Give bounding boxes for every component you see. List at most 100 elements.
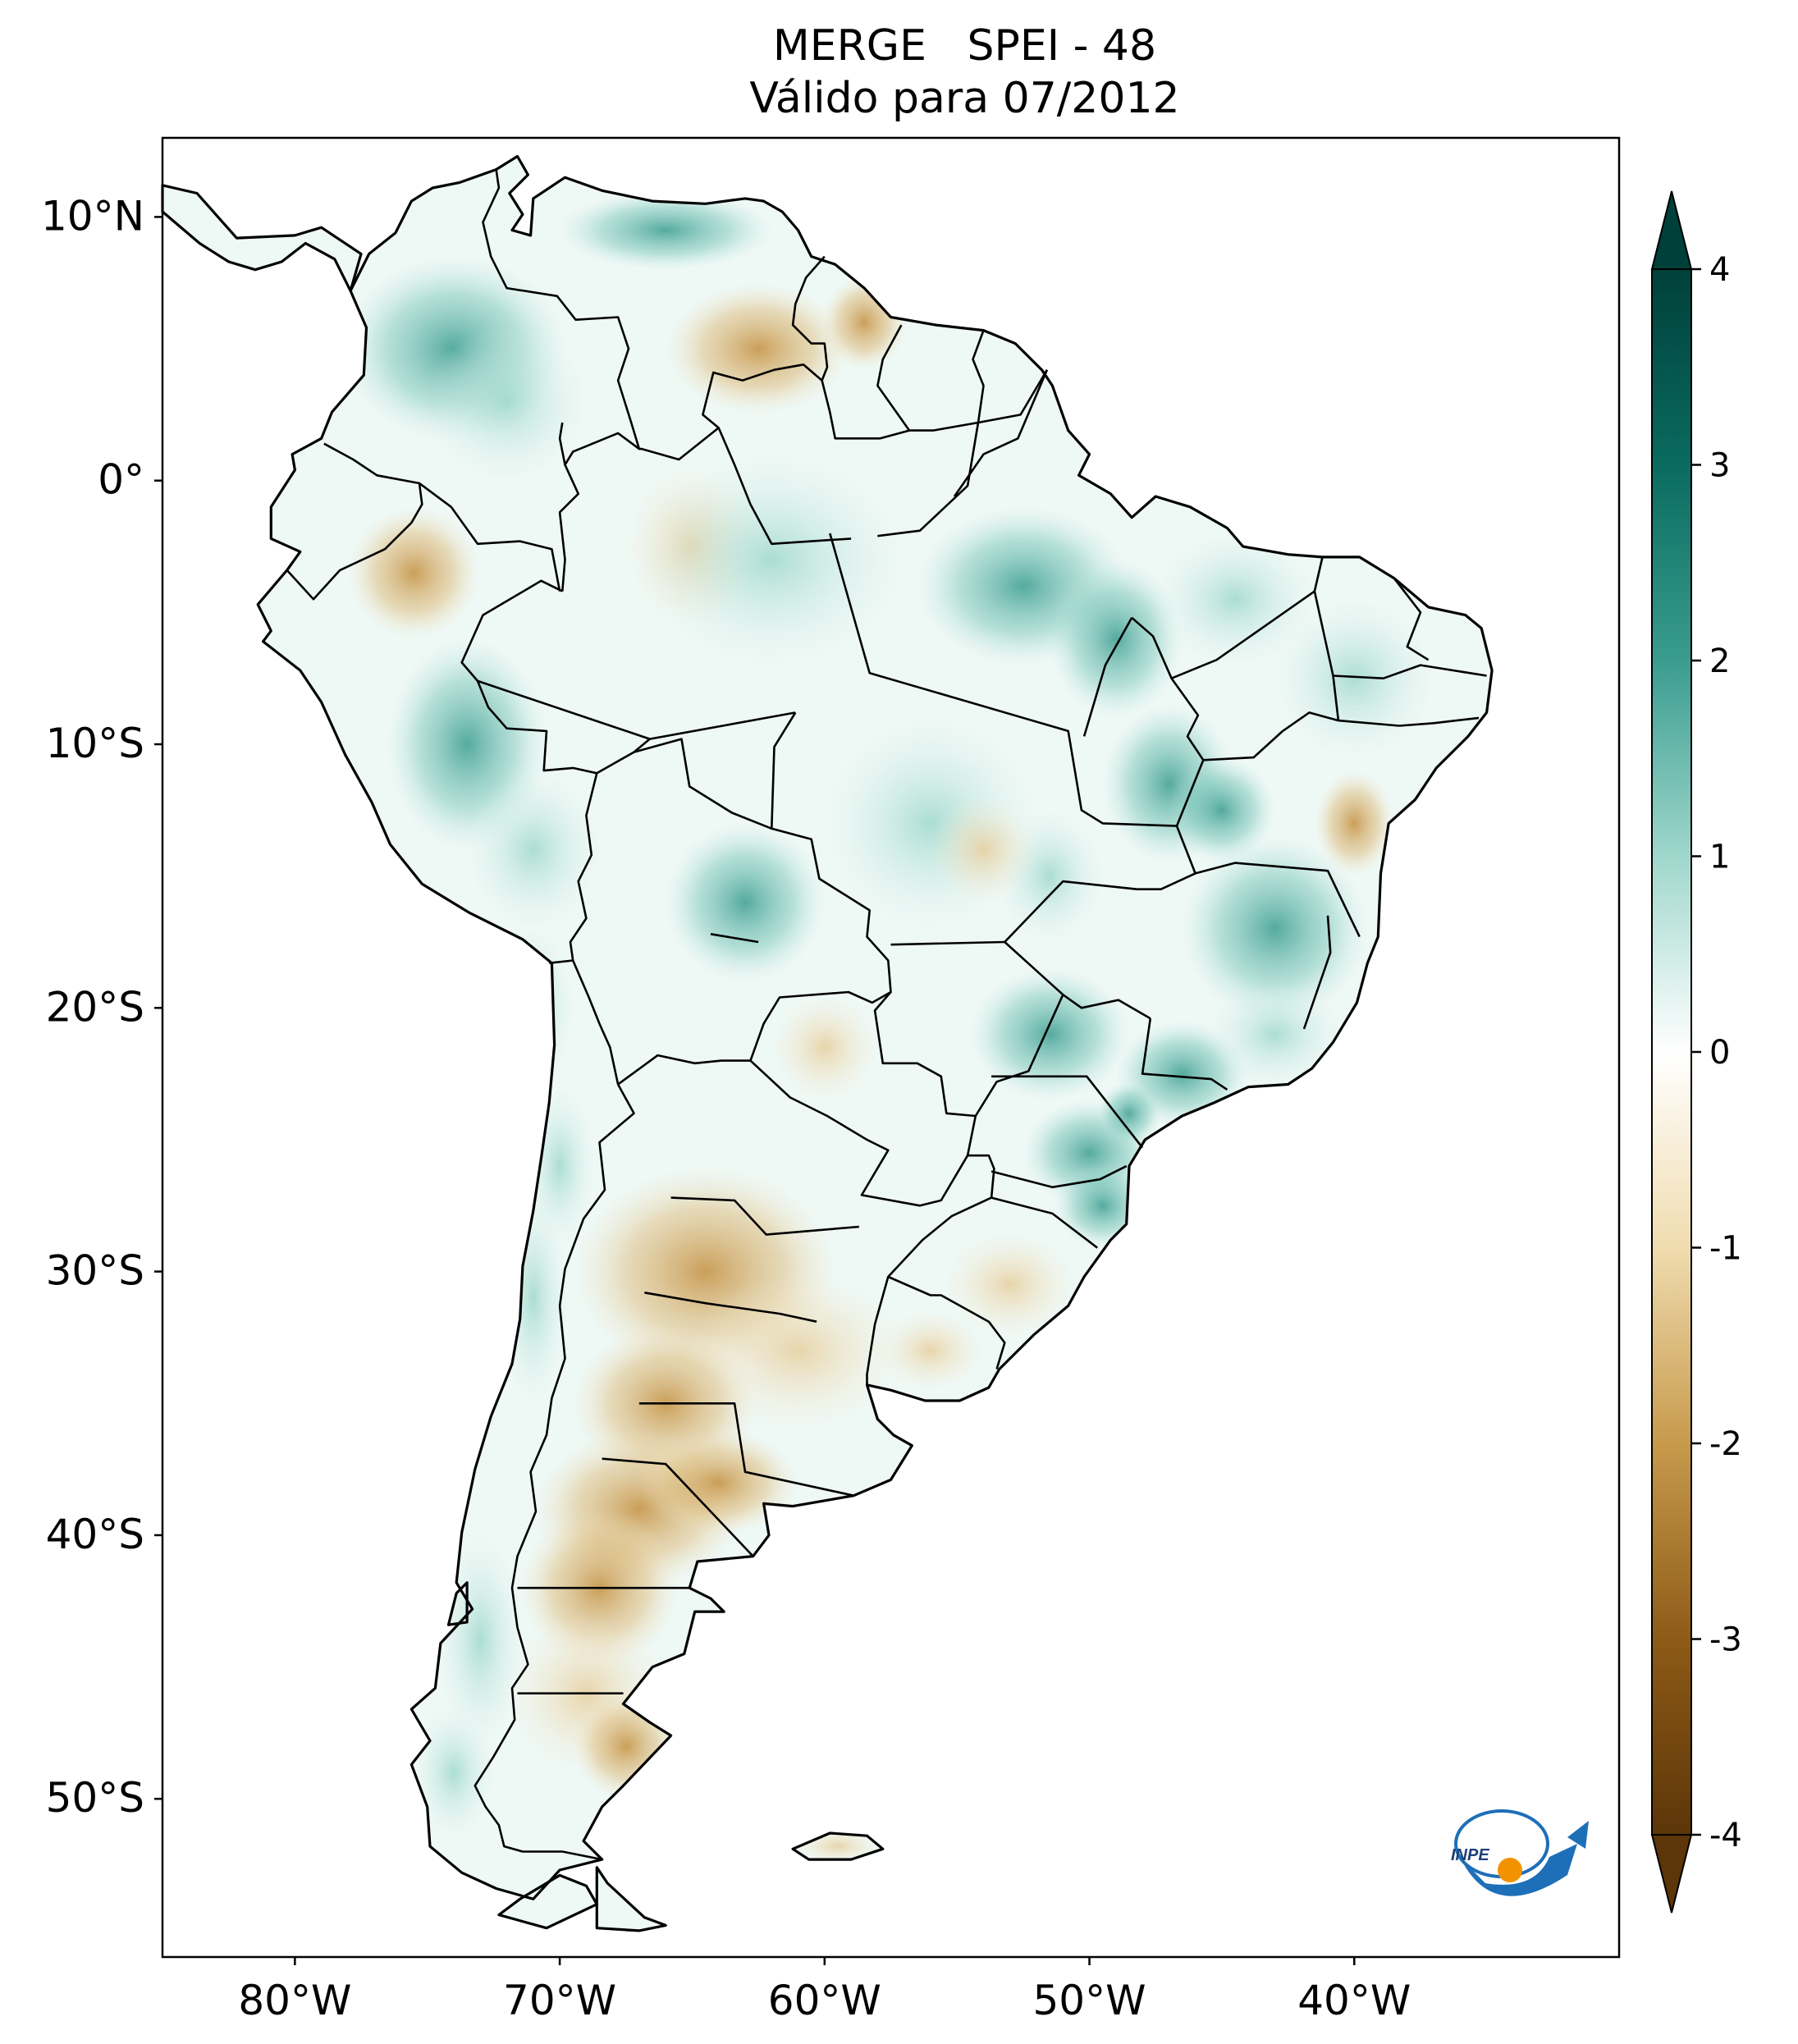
border-32: [991, 1164, 1128, 1189]
colorbar-tick-label: -4: [1709, 1817, 1742, 1854]
colorbar-tick-label: 3: [1709, 447, 1730, 485]
lon-tick-label: 60°W: [768, 1977, 881, 2024]
spei-patch: [467, 771, 600, 929]
border-33: [991, 1196, 1098, 1249]
border-14: [474, 1083, 635, 1861]
border-18: [1082, 617, 1133, 737]
lon-tick-label: 80°W: [238, 1977, 351, 2024]
lat-tick-label: 50°S: [46, 1774, 144, 1822]
spei-patch: [560, 190, 772, 270]
border-46: [710, 933, 759, 944]
colorbar-tick-label: 0: [1709, 1034, 1730, 1072]
colorbar-tick-label: 1: [1709, 839, 1730, 876]
spei-patch: [970, 968, 1129, 1100]
border-29: [890, 940, 1005, 946]
coastline-borders: [161, 154, 1494, 1932]
logo-arrowhead-icon: [1567, 1821, 1589, 1849]
border-41: [644, 1292, 817, 1323]
spei-patch: [877, 1310, 984, 1391]
border-3: [972, 330, 985, 423]
border-22: [1399, 716, 1480, 727]
colorbar-tick-label: 2: [1709, 642, 1730, 680]
border-8: [419, 482, 561, 592]
border-6: [887, 1154, 1006, 1370]
border-20: [1313, 556, 1340, 721]
coastline-3: [791, 1831, 885, 1861]
lon-tick-label: 70°W: [503, 1977, 616, 2024]
border-28: [1302, 915, 1332, 1030]
border-16: [866, 1276, 890, 1385]
coastline-2: [497, 1873, 598, 1930]
lon-tick-label: 50°W: [1033, 1977, 1146, 2024]
border-42: [638, 1402, 854, 1497]
latitude-axis: 10°N 0° 10°S 20°S 30°S 40°S 50°S: [41, 192, 162, 1822]
border-11: [549, 959, 574, 964]
spei-patch: [347, 506, 481, 639]
border-25: [1175, 825, 1361, 938]
spei-patch: [1097, 1081, 1161, 1145]
lat-tick-label: 0°: [98, 456, 144, 504]
border-27: [1141, 1018, 1228, 1091]
map-title: MERGE SPEI - 48: [772, 21, 1157, 71]
lat-tick-label: 40°S: [46, 1511, 144, 1558]
border-12: [572, 959, 620, 1085]
colorbar-max-extend-icon: [1650, 190, 1693, 270]
coastline-0: [256, 154, 1494, 1900]
colorbar-min-extend-icon: [1650, 1834, 1693, 1914]
spei-patch: [944, 1232, 1077, 1338]
colorbar-tick-label: -3: [1709, 1621, 1742, 1659]
border-1: [791, 255, 829, 382]
border-35: [877, 422, 980, 537]
border-17: [829, 533, 1205, 827]
border-15: [749, 1059, 969, 1207]
logo-text: INPE: [1451, 1846, 1489, 1864]
spei-patch: [638, 454, 904, 665]
border-19: [1203, 711, 1400, 761]
plot-frame: [161, 136, 1621, 1959]
coastline-5: [446, 1581, 469, 1626]
border-43: [602, 1457, 754, 1557]
spei-patch: [414, 1706, 494, 1839]
border-34: [717, 427, 852, 546]
border-24: [1393, 577, 1430, 661]
border-2: [876, 324, 911, 432]
border-39: [477, 679, 651, 740]
logo-sun-icon: [1498, 1858, 1522, 1882]
spei-patch: [930, 797, 1037, 903]
map-subtitle: Válido para 07/2012: [749, 74, 1180, 123]
border-0: [482, 169, 641, 450]
spei-patch: [1274, 599, 1434, 758]
lat-tick-label: 10°S: [46, 720, 144, 767]
colorbar-gradient: [1651, 268, 1692, 1836]
border-5: [460, 579, 977, 1156]
colorbar-tick-label: 4: [1709, 251, 1730, 289]
spei-patch: [638, 1429, 798, 1535]
border-37: [771, 711, 797, 829]
colorbar-ticks: 4 3 2 1 0 -1 -2 -3 -4: [1691, 251, 1742, 1854]
spei-patch: [771, 995, 878, 1100]
border-23: [1333, 664, 1487, 679]
lon-tick-label: 40°W: [1297, 1977, 1411, 2024]
border-9: [558, 422, 566, 465]
lat-tick-label: 30°S: [46, 1247, 144, 1295]
colorbar-tick-label: -2: [1709, 1425, 1742, 1463]
spei-patch: [1182, 836, 1368, 1022]
inpe-logo: INPE: [1451, 1809, 1589, 1896]
border-13: [617, 990, 892, 1086]
spei-patch: [1208, 981, 1342, 1087]
logo-arrow-icon: [1461, 1844, 1577, 1896]
border-7: [286, 442, 423, 601]
border-21: [1171, 590, 1315, 679]
lat-tick-label: 20°S: [46, 983, 144, 1031]
border-40: [670, 1196, 859, 1236]
spei-patch: [427, 322, 587, 481]
spei-patch: [666, 823, 825, 982]
spei-patch: [1155, 533, 1315, 665]
border-31: [991, 1075, 1144, 1149]
spei-patch: [1050, 560, 1183, 718]
longitude-axis: 80°W 70°W 60°W 50°W 40°W: [238, 1957, 1411, 2024]
spei-patch: [1169, 757, 1275, 863]
spei-patch: [1314, 771, 1394, 876]
